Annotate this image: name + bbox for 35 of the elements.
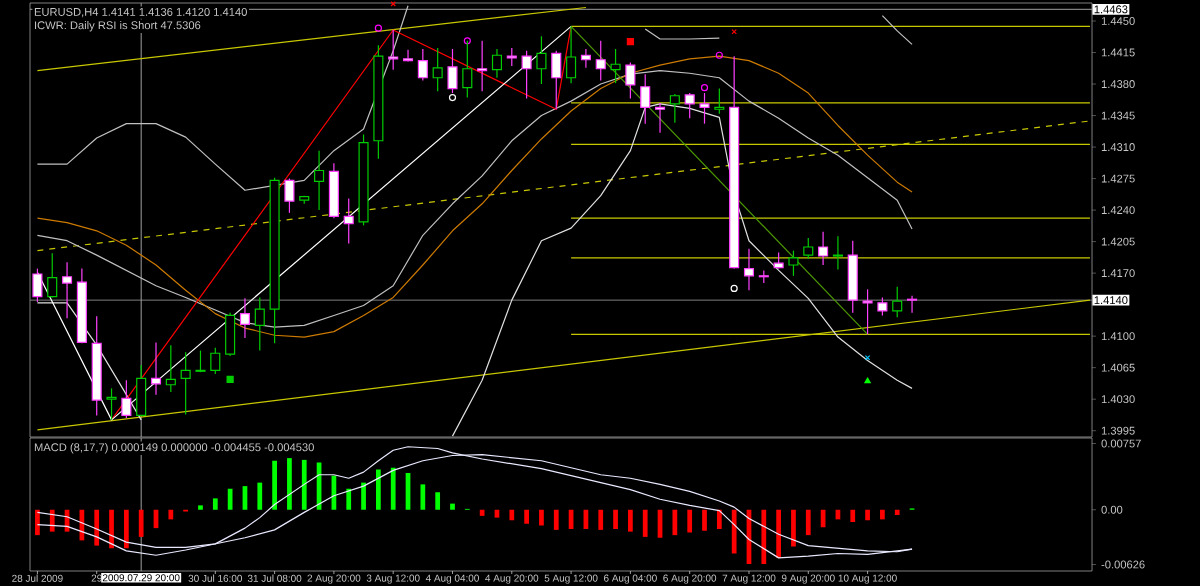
y-tick-label: 1.4170 <box>1101 269 1135 278</box>
x-tick-label: 7 Aug 12:00 <box>722 574 776 584</box>
chart-title: MACD (8,17,7) 0.000149 0.000000 -0.004455 -0.004530 <box>34 442 314 454</box>
y-tick-label: 1.4380 <box>1101 80 1135 88</box>
y-tick-label: 1.4275 <box>1101 174 1135 183</box>
ref-line-label: 1.4140 <box>1094 296 1128 305</box>
y-tick-label: 1.4100 <box>1101 332 1135 341</box>
x-tick-label: 28 Jul 2009 <box>12 574 63 582</box>
ref-line-label: 1.4463 <box>1094 5 1128 14</box>
y-tick-label: 1.4310 <box>1101 143 1135 151</box>
y-tick-label: 1.4345 <box>1101 111 1135 120</box>
y-tick-label: 1.4205 <box>1101 237 1135 246</box>
text: ICWR: Daily RSI is Short 47.5306 <box>35 20 201 32</box>
x-tick-label: 31 Jul 08:00 <box>247 574 302 582</box>
x-tick-label: 9 Aug 20:00 <box>781 574 835 584</box>
x-tick-label: 4 Aug 04:00 <box>425 574 479 584</box>
x-tick-label: 5 Aug 12:00 <box>544 574 598 584</box>
y-tick-label: 1.4240 <box>1101 206 1135 215</box>
x-tick-label: 2 Aug 20:00 <box>307 574 361 584</box>
x-tick-label: 3 Aug 12:00 <box>366 574 420 584</box>
y-tick-label: 1.4030 <box>1101 395 1135 404</box>
y-tick-label: -0.00626 <box>1101 560 1145 569</box>
x-tick-label: 6 Aug 20:00 <box>663 574 717 584</box>
y-tick-label: 1.4415 <box>1101 48 1135 57</box>
y-tick-label: 0.00757 <box>1101 439 1141 448</box>
y-tick-label: 1.3995 <box>1101 426 1135 435</box>
x-tick-label: 2009.07.29 20:00 <box>102 574 180 582</box>
y-tick-label: 1.4065 <box>1101 363 1135 372</box>
y-tick-label: 1.4450 <box>1101 17 1135 25</box>
y-tick-label: 0.00 <box>1101 505 1123 514</box>
x-tick-label: 4 Aug 20:00 <box>485 574 539 584</box>
x-tick-label: 10 Aug 12:00 <box>838 574 897 584</box>
chart-title: EURUSD,H4 1.4141 1.4136 1.4120 1.4140 <box>34 8 247 18</box>
x-tick-label: 6 Aug 04:00 <box>604 574 657 584</box>
x-tick-label: 30 Jul 16:00 <box>188 574 243 582</box>
